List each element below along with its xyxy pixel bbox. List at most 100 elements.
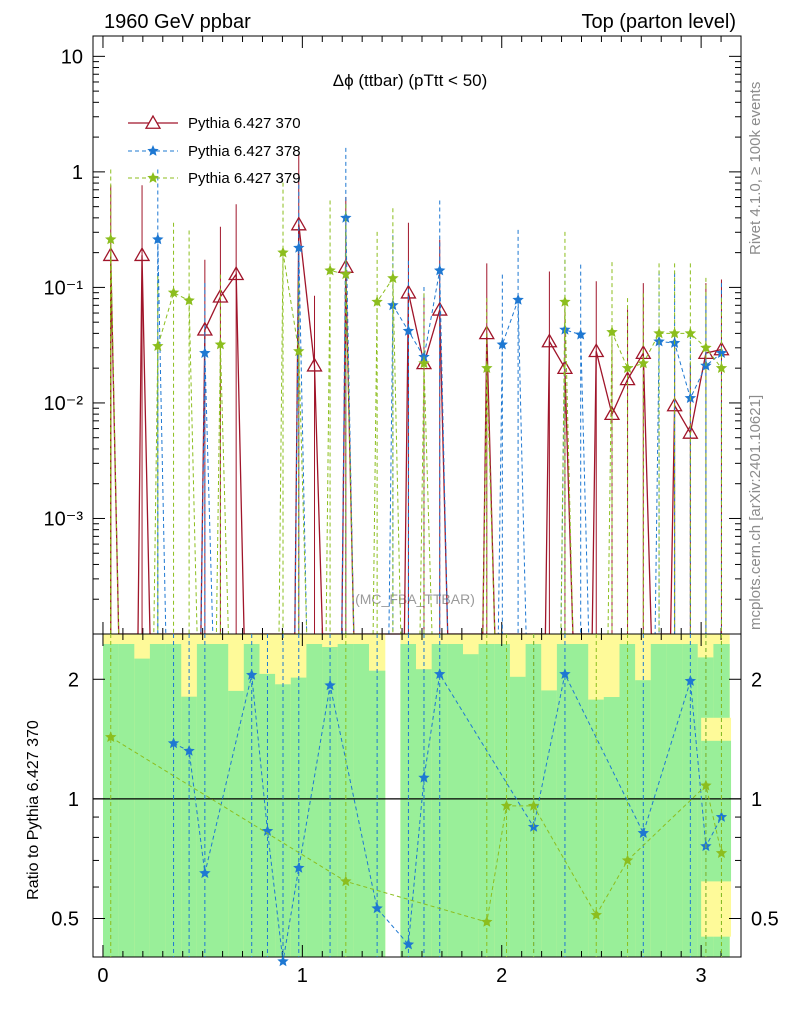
y-tick-label: 10⁻³	[44, 508, 84, 530]
data-point	[418, 357, 430, 369]
data-point	[371, 295, 383, 307]
data-point	[559, 323, 571, 335]
y-tick-label-right: 2	[751, 669, 762, 691]
ratio-point	[199, 867, 211, 879]
y-tick-label: 1	[72, 162, 83, 184]
band-green-bin	[666, 644, 683, 957]
y-tick-label: 10⁻¹	[44, 277, 84, 299]
legend-item-0: Pythia 6.427 370	[128, 114, 301, 132]
legend-item-1: Pythia 6.427 378	[128, 143, 301, 160]
y-tick-label-right: 0.5	[751, 908, 779, 930]
data-point	[588, 342, 605, 358]
data-point	[606, 326, 618, 337]
main-panel: 10 1 10⁻¹ 10⁻² 10⁻³ Δϕ (ttbar) (pTtt < 50) (MC…	[44, 35, 742, 635]
data-point	[512, 293, 524, 305]
band-green-bin	[494, 644, 511, 957]
ratio-point	[559, 668, 571, 679]
data-point	[306, 357, 323, 372]
legend-label: Pythia 6.427 378	[188, 143, 301, 160]
ratio-y-axis-label: Ratio to Pythia 6.427 370	[25, 720, 42, 900]
band-green-bin	[118, 644, 135, 957]
band-green-bin	[572, 644, 589, 957]
band-green-bin	[431, 644, 448, 957]
band-green-bin	[588, 699, 605, 957]
ratio-point	[246, 669, 258, 680]
ratio-series-1	[105, 634, 728, 957]
ratio-point	[434, 668, 446, 679]
x-tick-label: 0	[97, 965, 108, 987]
band-green-bin	[337, 644, 354, 957]
legend-marker	[147, 172, 159, 183]
data-point	[183, 294, 195, 306]
ratio-point	[637, 827, 649, 838]
band-green-bin	[603, 697, 621, 957]
data-point	[700, 341, 712, 353]
y-tick-label: 0.5	[51, 908, 79, 930]
data-point	[637, 357, 649, 369]
ratio-uncertainty-band	[103, 634, 732, 957]
ratio-point	[700, 779, 712, 791]
band-green-bin	[541, 690, 558, 957]
legend-label: Pythia 6.427 379	[188, 170, 301, 187]
band-green-bin	[650, 644, 668, 957]
data-point	[559, 295, 571, 307]
data-point	[715, 362, 728, 373]
data-point	[277, 246, 289, 258]
series-0	[102, 154, 730, 635]
band-green-bin	[353, 644, 370, 957]
data-point	[293, 345, 305, 357]
ratio-panel: 0 1 2 3 2 2 1 1 0.5 0.5 Ratio to Pythia 6.427 370	[25, 633, 779, 987]
band-green-bin	[463, 654, 480, 957]
ratio-frame	[92, 633, 742, 958]
data-point	[152, 340, 164, 351]
ratio-point	[167, 737, 180, 749]
mcplots-label: mcplots.cern.ch [arXiv:2401.10621]	[747, 395, 764, 630]
band-green-bin	[134, 658, 151, 957]
x-tick-label: 1	[297, 965, 308, 987]
ratio-line	[173, 672, 722, 962]
data-point	[541, 333, 558, 348]
rivet-version-label: Rivet 4.1.0, ≥ 100k events	[747, 82, 764, 255]
y-tick-label-right: 1	[751, 789, 762, 811]
series-line	[110, 224, 722, 635]
ratio-point	[402, 938, 415, 950]
band-green-bin	[556, 644, 574, 957]
data-point	[621, 362, 634, 373]
data-point	[199, 347, 211, 358]
data-point	[293, 241, 305, 253]
y-tick-label: 10⁻²	[44, 393, 84, 415]
band-green-bin	[212, 644, 229, 957]
legend-marker	[144, 114, 162, 129]
ratio-point	[418, 771, 430, 783]
band-green-bin	[400, 644, 417, 957]
data-point	[715, 347, 728, 358]
ratio-point	[293, 862, 305, 873]
band-green-bin	[447, 644, 464, 957]
data-point	[387, 272, 399, 284]
ratio-point	[371, 902, 383, 914]
data-point	[340, 211, 352, 223]
y-tick-label: 1	[68, 789, 79, 811]
band-green-bin	[228, 690, 245, 957]
ratio-point	[684, 675, 697, 686]
ratio-point	[715, 847, 728, 858]
band-green-bin	[196, 644, 214, 957]
x-tick-label: 2	[496, 965, 507, 987]
band-green-bin	[259, 673, 276, 957]
ratio-point	[340, 875, 352, 887]
legend-marker	[147, 145, 159, 156]
ratio-point	[324, 679, 336, 691]
x-tick-label: 3	[696, 965, 707, 987]
data-point	[684, 327, 697, 339]
data-point	[478, 325, 495, 340]
series-2	[105, 169, 728, 635]
band-green-bin	[478, 644, 495, 957]
ratio-point	[527, 799, 540, 811]
band-green-bin	[103, 644, 120, 957]
data-point	[575, 328, 587, 340]
data-point	[668, 327, 681, 339]
ratio-point	[621, 854, 634, 866]
data-point	[324, 264, 336, 276]
band-green-bin	[619, 644, 636, 957]
